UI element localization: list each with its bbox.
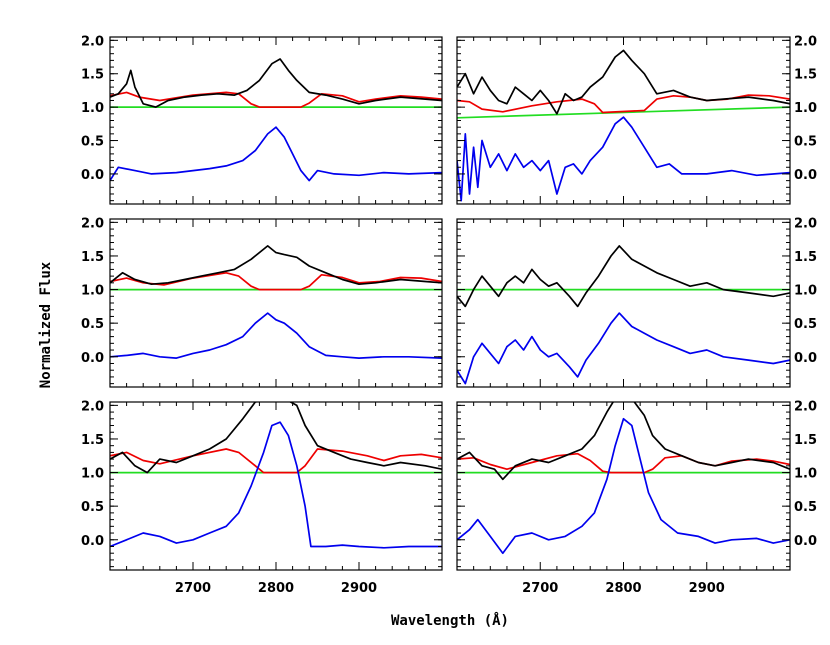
panel-bottom-right: 0.0 0.5 1.0 1.5 2.0 2700 2800 2900	[456, 399, 817, 596]
y-tick-label: 2.0	[81, 216, 104, 231]
panel-top-right: 0.0 0.5 1.0 1.5 2.0	[456, 34, 817, 205]
y-tick-label: 1.5	[81, 433, 104, 448]
panel-plot-area	[457, 245, 790, 385]
residual-spectrum-line	[457, 116, 790, 202]
residual-spectrum-line	[110, 312, 442, 359]
y-axis-title: Normalized Flux	[38, 261, 54, 388]
x-tick-label: 2700	[175, 581, 211, 596]
y-tick-label: 1.0	[81, 101, 104, 116]
observed-spectrum-line	[457, 402, 790, 481]
residual-spectrum-line	[457, 312, 790, 385]
y-tick-label: 0.0	[794, 534, 817, 549]
y-tick-label: 1.5	[81, 250, 104, 265]
y-tick-label: 2.0	[794, 216, 817, 231]
observed-spectrum-line	[457, 49, 790, 115]
panel-frame	[109, 218, 443, 388]
panel-frame	[109, 401, 443, 571]
observed-spectrum-line	[110, 58, 442, 108]
y-tick-label: 1.0	[794, 467, 817, 482]
iron-template-line	[457, 452, 790, 474]
y-tick-label: 2.0	[794, 399, 817, 414]
y-tick-label: 1.0	[81, 284, 104, 299]
y-tick-label: 1.0	[81, 467, 104, 482]
iron-template-line	[110, 271, 442, 291]
iron-template-line	[110, 448, 442, 474]
x-tick-label: 2700	[522, 581, 558, 596]
y-tick-label: 0.0	[794, 351, 817, 366]
y-tick-label: 0.5	[81, 317, 104, 332]
panel-plot-area	[110, 58, 442, 182]
panel-plot-area	[110, 245, 442, 359]
residual-spectrum-line	[457, 417, 790, 555]
y-tick-label: 2.0	[81, 399, 104, 414]
x-tick-label: 2800	[605, 581, 641, 596]
panel-plot-area	[457, 49, 790, 202]
panel-frame	[456, 36, 791, 205]
y-tick-label: 0.5	[794, 500, 817, 515]
y-tick-label: 1.5	[81, 68, 104, 83]
continuum-line	[457, 106, 790, 119]
panel-plot-area	[457, 402, 790, 555]
panel-middle-right: 0.0 0.5 1.0 1.5 2.0	[456, 216, 817, 388]
y-tick-label: 0.5	[81, 135, 104, 150]
y-tick-label: 0.0	[81, 168, 104, 183]
panel-middle-left: 0.0 0.5 1.0 1.5 2.0	[81, 216, 443, 388]
panel-frame	[456, 401, 791, 571]
observed-spectrum-line	[110, 245, 442, 286]
iron-template-line	[110, 91, 442, 108]
y-tick-label: 0.0	[81, 534, 104, 549]
panels-group: 0.0 0.5 1.0 1.5 2.0 0.0 0.5 1.0 1.5 2.0 0.0 0.5 1.0 1…	[81, 34, 817, 596]
y-tick-label: 1.0	[794, 101, 817, 116]
y-tick-label: 1.5	[794, 250, 817, 265]
y-tick-label: 0.5	[81, 500, 104, 515]
y-tick-label: 1.5	[794, 68, 817, 83]
y-tick-label: 0.0	[794, 168, 817, 183]
x-tick-label: 2900	[341, 581, 377, 596]
y-tick-label: 0.5	[794, 135, 817, 150]
y-tick-label: 1.0	[794, 284, 817, 299]
x-axis-title: Wavelength (Å)	[391, 612, 509, 629]
observed-spectrum-line	[110, 402, 442, 474]
y-tick-label: 2.0	[794, 34, 817, 49]
y-tick-label: 1.5	[794, 433, 817, 448]
y-tick-label: 0.5	[794, 317, 817, 332]
y-tick-label: 2.0	[81, 34, 104, 49]
panel-top-left: 0.0 0.5 1.0 1.5 2.0	[81, 34, 443, 205]
panel-bottom-left: 0.0 0.5 1.0 1.5 2.0 2700 2800 2900	[81, 399, 443, 596]
residual-spectrum-line	[110, 421, 442, 549]
observed-spectrum-line	[457, 245, 790, 308]
panel-plot-area	[110, 402, 442, 549]
x-tick-label: 2900	[689, 581, 725, 596]
panel-frame	[456, 218, 791, 388]
residual-spectrum-line	[110, 126, 442, 182]
x-tick-label: 2800	[258, 581, 294, 596]
y-tick-label: 0.0	[81, 351, 104, 366]
